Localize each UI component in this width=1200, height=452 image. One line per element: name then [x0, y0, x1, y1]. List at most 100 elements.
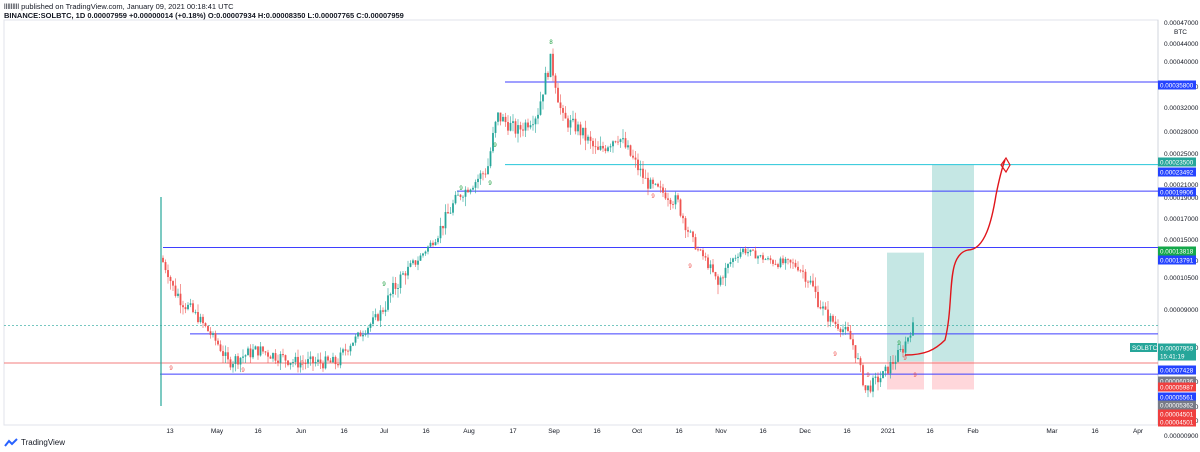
candle-body: [524, 122, 527, 131]
candle-body: [867, 385, 869, 391]
x-tick-label: Dec: [799, 428, 811, 435]
candle-body: [224, 352, 227, 356]
candle-body: [862, 365, 864, 386]
x-tick-label: 16: [1091, 428, 1099, 435]
candle-body: [569, 120, 572, 128]
price-tag: 0.00005561: [1158, 392, 1196, 402]
candle-body: [537, 114, 539, 119]
td-count-label: 9: [688, 264, 692, 270]
x-tick-label: 16: [422, 428, 430, 435]
candle-body: [802, 270, 804, 272]
candle-body: [389, 293, 392, 296]
candle-body: [842, 329, 844, 332]
candle-body: [292, 361, 294, 363]
target-zone: [932, 164, 974, 362]
candle-body: [209, 331, 212, 335]
candle-body: [859, 358, 862, 366]
candle-body: [459, 194, 462, 197]
x-tick-label: 16: [843, 428, 851, 435]
x-tick-label: Feb: [967, 428, 979, 435]
currency-label: BTC: [1174, 29, 1187, 36]
candle-body: [204, 323, 207, 326]
y-tick-label: 0.00025000: [1164, 151, 1199, 158]
candle-body: [697, 249, 699, 251]
candle-body: [467, 189, 469, 193]
candle-body: [327, 356, 329, 361]
y-tick-label: 0.00028000: [1164, 129, 1199, 136]
candle-body: [567, 118, 569, 128]
candle-body: [864, 385, 867, 391]
price-tag-bg: [1158, 400, 1196, 410]
candle-body: [544, 72, 547, 95]
candle-body: [732, 258, 734, 262]
x-tick-label: Oct: [632, 428, 642, 435]
candle-body: [659, 186, 662, 188]
price-tag: 15:41:19: [1158, 351, 1196, 361]
candle-body: [514, 121, 517, 134]
candle-body: [484, 173, 487, 175]
candle-body: [657, 183, 659, 187]
candle-body: [562, 108, 564, 113]
price-tag-bg: [1158, 343, 1196, 353]
candle-body: [394, 282, 397, 289]
candle-body: [607, 147, 609, 152]
candle-body: [789, 259, 792, 263]
td-count-label: 9: [833, 352, 837, 358]
price-tag-text: 0.00007428: [1160, 368, 1194, 375]
candle-body: [234, 356, 237, 364]
candle-body: [669, 199, 672, 205]
candle-body: [452, 203, 454, 213]
price-tag: 0.00019906: [1158, 187, 1196, 197]
candle-body: [834, 321, 837, 325]
candle-body: [454, 194, 457, 204]
candle-body: [197, 312, 199, 323]
price-tag: 0.00004501: [1158, 417, 1196, 427]
candle-body: [217, 340, 219, 345]
price-tag-text: 0.00005561: [1160, 395, 1194, 402]
price-tag-bg: [1158, 157, 1196, 167]
candle-body: [539, 101, 542, 115]
candle-body: [882, 371, 884, 379]
candle-body: [299, 362, 302, 368]
candle-body: [912, 322, 914, 336]
candle-body: [614, 141, 617, 143]
x-tick-label: Mar: [1046, 428, 1058, 435]
candle-body: [319, 359, 322, 364]
candle-body: [377, 314, 379, 321]
candle-body: [504, 116, 507, 123]
candle-body: [754, 250, 757, 259]
candle-body: [794, 262, 797, 267]
td-count-label: 9: [382, 282, 386, 288]
candle-body: [509, 122, 512, 131]
x-tick-label: Jul: [380, 428, 389, 435]
candle-body: [627, 145, 629, 148]
price-tag-bg: [1158, 409, 1196, 419]
candle-body: [179, 293, 182, 306]
candle-body: [707, 257, 709, 269]
candle-body: [907, 337, 909, 342]
price-tag-text: 15:41:19: [1160, 354, 1185, 361]
price-tag-text: 0.00004501: [1160, 412, 1194, 419]
candle-body: [207, 325, 209, 332]
candle-body: [457, 194, 459, 196]
td-count-label: 9: [300, 361, 304, 367]
candle-body: [322, 363, 324, 369]
candle-body: [784, 258, 787, 264]
candle-body: [807, 281, 809, 283]
candle-body: [434, 242, 437, 246]
candle-body: [829, 315, 832, 322]
candle-body: [899, 348, 902, 350]
price-tag-text: 0.00007959: [1160, 346, 1194, 353]
candle-body: [227, 352, 229, 360]
candle-body: [574, 118, 577, 132]
candle-body: [247, 348, 249, 356]
candle-body: [822, 306, 824, 309]
price-tag: 0.00013791: [1158, 255, 1196, 265]
candle-body: [499, 112, 502, 122]
candle-body: [839, 328, 842, 332]
candle-body: [749, 249, 752, 253]
td-count-label: 9: [651, 194, 655, 200]
td-count-label: 9: [913, 373, 917, 379]
candle-body: [264, 351, 267, 353]
